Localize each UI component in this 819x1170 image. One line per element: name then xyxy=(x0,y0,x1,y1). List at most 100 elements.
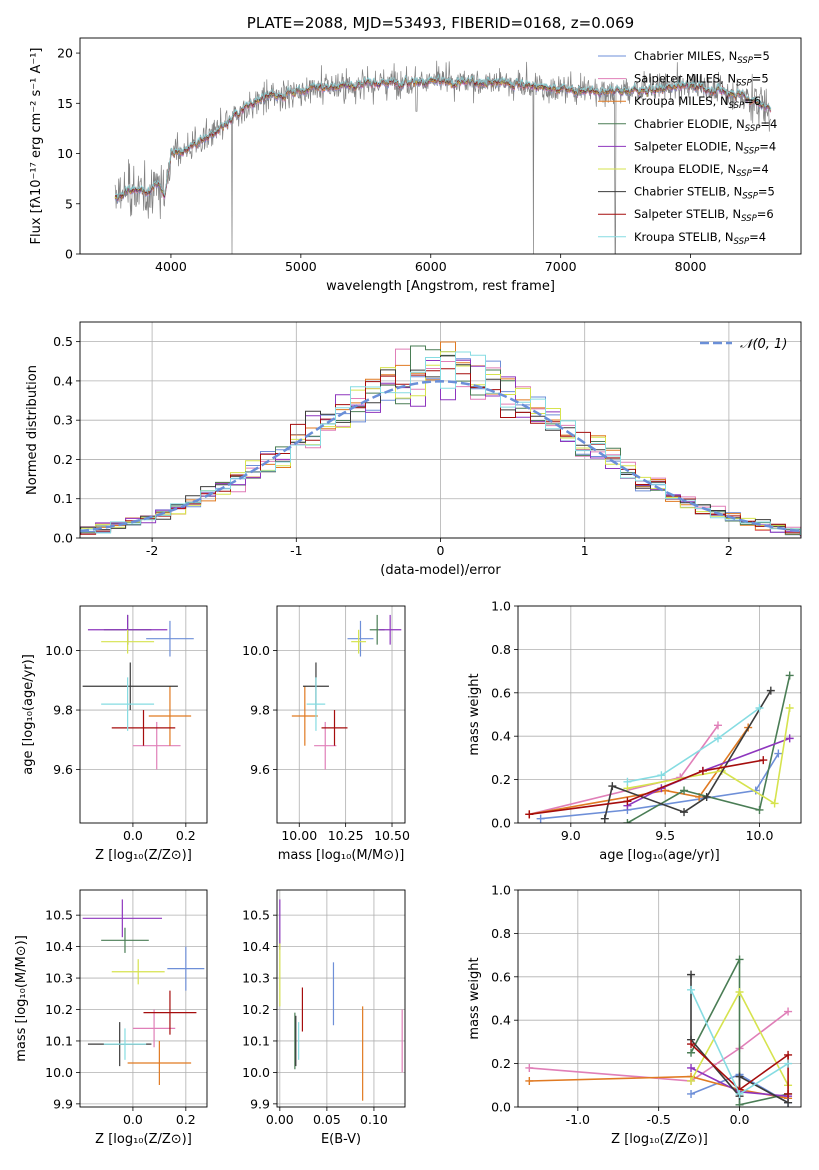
series-line xyxy=(627,707,760,783)
x-tick-label: -1 xyxy=(290,543,302,558)
y-axis-label: mass weight xyxy=(467,673,482,755)
x-tick-label: 0 xyxy=(437,543,445,558)
x-axis-label: Z [log₁₀(Z/Z⊙)] xyxy=(95,1132,192,1147)
errorbar-point xyxy=(111,959,165,985)
series-marker xyxy=(735,987,744,996)
age_vs_Z-axes: 0.0 0.2 9.6 9.8 10.0 Z [log₁₀(Z/Z⊙)] age [log₁… xyxy=(21,606,207,863)
y-tick-label: 10.1 xyxy=(45,1033,73,1048)
y-tick-label: 0.1 xyxy=(53,491,73,506)
series-marker xyxy=(784,1059,793,1068)
errorbar-point xyxy=(321,710,348,746)
x-tick-label: 0.10 xyxy=(360,1112,388,1127)
x-tick-label: 8000 xyxy=(675,259,707,274)
errorbar-point xyxy=(111,710,176,746)
x-tick-label: 7000 xyxy=(545,259,577,274)
series-marker xyxy=(784,1098,793,1107)
series-marker xyxy=(766,686,775,695)
series-marker xyxy=(774,749,783,758)
y-axis-label: Flux [fλ10⁻¹⁷ erg cm⁻² s⁻¹ A⁻¹] xyxy=(29,48,44,245)
legend-label: Salpeter STELIB, NSSP=6 xyxy=(634,207,774,224)
y-tick-label: 9.9 xyxy=(53,1096,73,1111)
age_vs_Z-points xyxy=(82,614,194,770)
series-line xyxy=(627,737,790,807)
series-marker xyxy=(759,756,768,765)
series-marker xyxy=(735,1072,744,1081)
legend-label: Kroupa MILES, NSSP=6 xyxy=(634,94,761,111)
series-marker xyxy=(770,799,779,808)
y-tick-label: 0.2 xyxy=(53,452,73,467)
legend-label: Kroupa ELODIE, NSSP=4 xyxy=(634,162,769,179)
errorbar-point xyxy=(379,614,402,645)
y-axis-label: age [log₁₀(age/yr)] xyxy=(21,654,36,775)
series-marker xyxy=(735,1100,744,1107)
series-marker xyxy=(657,771,666,780)
x-tick-label: 10.50 xyxy=(374,828,410,843)
y-tick-label: 9.6 xyxy=(53,762,73,777)
errorbar-point xyxy=(291,686,318,746)
residual-legend: 𝒩(0, 1) xyxy=(700,337,787,352)
x-tick-label: 4000 xyxy=(155,259,187,274)
y-tick-label: 0.3 xyxy=(53,413,73,428)
y-tick-label: 10.5 xyxy=(45,908,73,923)
y-tick-label: 10.4 xyxy=(45,939,73,954)
series-marker xyxy=(713,734,722,743)
series-marker xyxy=(755,703,764,712)
x-tick-label: 10.25 xyxy=(328,828,364,843)
series-line xyxy=(529,759,764,816)
series-marker xyxy=(785,734,794,743)
histograms xyxy=(80,341,801,537)
y-tick-label: 0.8 xyxy=(491,642,511,657)
series-marker xyxy=(713,721,722,730)
series-marker xyxy=(623,797,632,806)
errorbar-point xyxy=(103,1028,147,1060)
errorbar-point xyxy=(148,686,192,746)
series-marker xyxy=(687,1076,696,1085)
x-tick-label: 2 xyxy=(725,543,733,558)
weight_vs_Z-frame xyxy=(517,889,802,1108)
y-tick-label: 0.6 xyxy=(491,969,511,984)
y-tick-label: 0.4 xyxy=(491,729,511,744)
series-marker xyxy=(525,810,534,819)
x-axis-label: wavelength [Angstrom, rest frame] xyxy=(326,279,555,294)
mass_vs_Z-frame xyxy=(79,889,208,1108)
mass_vs_Z-points xyxy=(82,899,205,1085)
errorbar-point xyxy=(127,1040,192,1085)
y-tick-label: 10.0 xyxy=(45,643,73,658)
series-line xyxy=(540,753,780,820)
spectrum-legend: Chabrier MILES, NSSP=5 Salpeter MILES, NS… xyxy=(598,49,777,247)
x-tick-label: 10.0 xyxy=(746,828,774,843)
series-marker xyxy=(702,792,711,801)
series-marker xyxy=(608,782,617,791)
spectrum-lines xyxy=(114,60,772,254)
age_vs_Z-frame xyxy=(79,605,208,824)
weight_vs_Z-lines xyxy=(525,955,793,1107)
y-tick-label: 10.2 xyxy=(242,1002,270,1017)
weight_vs_age-axes: 9.0 9.5 10.0 0.0 0.2 0.4 0.6 0.8 1.0 age [log₁₀(a… xyxy=(467,599,801,863)
weight_vs_age-lines xyxy=(525,671,794,823)
x-axis-label: age [log₁₀(age/yr)] xyxy=(599,848,720,863)
series-marker xyxy=(680,786,689,795)
series-line xyxy=(627,675,791,823)
errorbar-point xyxy=(167,946,205,991)
y-tick-label: 15 xyxy=(57,96,73,111)
x-tick-label: 1 xyxy=(581,543,589,558)
y-tick-label: 10.0 xyxy=(242,643,270,658)
errorbar-point xyxy=(101,629,155,654)
y-axis-label: mass weight xyxy=(467,957,482,1039)
mass_vs_EBV-points xyxy=(279,899,403,1101)
series-line xyxy=(627,707,791,805)
series-marker xyxy=(785,703,794,712)
x-tick-label: 0.00 xyxy=(266,1112,294,1127)
y-tick-label: 0.0 xyxy=(491,1100,511,1115)
errorbar-point xyxy=(132,1009,176,1048)
age_vs_mass-frame xyxy=(276,605,406,824)
age_vs_mass-points xyxy=(291,614,402,770)
y-tick-label: 0.4 xyxy=(53,373,73,388)
series-marker xyxy=(687,1048,696,1057)
x-tick-label: 0.2 xyxy=(176,828,196,843)
mass_vs_Z-axes: 0.0 0.2 9.9 10.0 10.1 10.2 10.3 10.4 10.5 Z [log₁… xyxy=(14,890,207,1147)
y-tick-label: 1.0 xyxy=(491,883,511,898)
x-tick-label: 0.05 xyxy=(313,1112,341,1127)
y-tick-label: 10 xyxy=(57,146,73,161)
y-tick-label: 0.6 xyxy=(491,685,511,700)
